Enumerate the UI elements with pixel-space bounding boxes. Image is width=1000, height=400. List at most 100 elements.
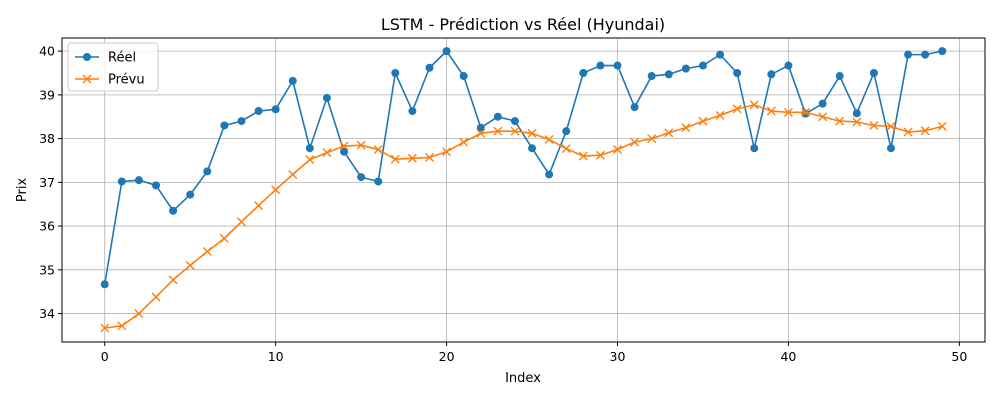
data-point-prevu <box>185 260 195 270</box>
data-point-reel <box>647 72 656 81</box>
data-point-reel <box>835 72 844 81</box>
legend-label-reel: Réel <box>108 51 136 66</box>
y-tick-label: 37 <box>39 175 55 190</box>
data-point-prevu <box>595 150 605 160</box>
legend-marker-prevu <box>82 74 92 84</box>
data-point-reel <box>288 76 297 85</box>
data-point-reel <box>254 107 263 116</box>
legend-item-prevu: Prévu <box>75 73 145 88</box>
data-point-reel <box>374 177 383 186</box>
data-point-prevu <box>886 121 896 131</box>
data-point-reel <box>698 61 707 70</box>
data-point-prevu <box>305 155 315 165</box>
data-point-prevu <box>493 126 503 136</box>
data-point-reel <box>921 50 930 59</box>
data-point-reel <box>340 147 349 156</box>
data-point-prevu <box>852 117 862 127</box>
legend-item-reel: Réel <box>75 51 136 66</box>
data-point-prevu <box>288 169 298 179</box>
data-point-reel <box>425 63 434 72</box>
data-point-reel <box>391 68 400 77</box>
data-point-reel <box>357 173 366 182</box>
data-point-prevu <box>219 233 229 243</box>
series-prevu <box>100 100 947 333</box>
data-point-reel <box>203 167 212 176</box>
data-point-prevu <box>202 246 212 256</box>
data-point-prevu <box>561 144 571 154</box>
legend: Réel Prévu <box>67 42 159 92</box>
data-point-prevu <box>766 106 776 116</box>
x-tick-label: 40 <box>780 349 796 364</box>
x-axis: 0 10 20 30 40 50 <box>101 342 967 364</box>
data-point-prevu <box>442 147 452 157</box>
y-tick-label: 38 <box>39 131 55 146</box>
chart-title: LSTM - Prédiction vs Réel (Hyundai) <box>381 15 665 34</box>
series-reel <box>100 47 947 289</box>
data-point-prevu <box>322 148 332 158</box>
data-point-prevu <box>681 123 691 133</box>
data-point-reel <box>869 68 878 77</box>
data-point-prevu <box>151 292 161 302</box>
data-point-reel <box>852 109 861 118</box>
data-point-prevu <box>903 127 913 137</box>
legend-label-prevu: Prévu <box>108 73 145 88</box>
data-point-reel <box>322 93 331 102</box>
data-point-prevu <box>869 120 879 130</box>
x-tick-label: 50 <box>951 349 967 364</box>
y-tick-label: 35 <box>39 262 55 277</box>
data-point-reel <box>716 50 725 59</box>
x-tick-label: 20 <box>439 349 455 364</box>
y-axis: 34 35 36 37 38 39 40 <box>39 44 62 321</box>
data-point-reel <box>938 47 947 56</box>
data-point-prevu <box>236 217 246 227</box>
data-point-reel <box>613 61 622 70</box>
data-point-reel <box>220 121 229 130</box>
data-point-prevu <box>510 126 520 136</box>
data-point-reel <box>117 177 126 186</box>
series-layer <box>100 47 947 333</box>
data-point-prevu <box>339 141 349 151</box>
series-line-reel <box>103 50 943 285</box>
data-point-prevu <box>613 145 623 155</box>
data-point-prevu <box>783 107 793 117</box>
data-point-reel <box>528 144 537 153</box>
data-point-prevu <box>117 321 127 331</box>
data-point-prevu <box>578 151 588 161</box>
x-tick-label: 10 <box>268 349 284 364</box>
data-point-prevu <box>168 275 178 285</box>
data-point-prevu <box>407 153 417 163</box>
data-point-reel <box>664 70 673 79</box>
y-tick-label: 39 <box>39 87 55 102</box>
data-point-prevu <box>732 104 742 114</box>
data-point-prevu <box>373 145 383 155</box>
y-axis-title: Prix <box>15 178 30 203</box>
data-point-prevu <box>476 128 486 138</box>
data-point-prevu <box>698 116 708 126</box>
data-point-reel <box>510 117 519 126</box>
data-point-reel <box>459 72 468 81</box>
data-point-reel <box>545 170 554 179</box>
data-point-prevu <box>356 140 366 150</box>
plot-frame <box>61 37 986 343</box>
x-tick-label: 0 <box>101 349 109 364</box>
y-tick-label: 34 <box>39 306 55 321</box>
data-point-reel <box>886 144 895 153</box>
data-point-reel <box>767 70 776 79</box>
x-tick-label: 30 <box>610 349 626 364</box>
data-point-prevu <box>749 100 759 110</box>
data-point-reel <box>750 144 759 153</box>
data-point-prevu <box>459 137 469 147</box>
data-point-prevu <box>647 134 657 144</box>
data-point-prevu <box>527 128 537 138</box>
data-point-reel <box>733 68 742 77</box>
data-point-reel <box>134 176 143 185</box>
data-point-reel <box>630 103 639 112</box>
data-point-reel <box>271 105 280 114</box>
data-point-prevu <box>937 121 947 131</box>
data-point-prevu <box>271 185 281 195</box>
data-point-reel <box>681 64 690 73</box>
data-point-prevu <box>544 134 554 144</box>
data-point-reel <box>442 47 451 56</box>
data-point-reel <box>408 107 417 116</box>
data-point-reel <box>784 61 793 70</box>
